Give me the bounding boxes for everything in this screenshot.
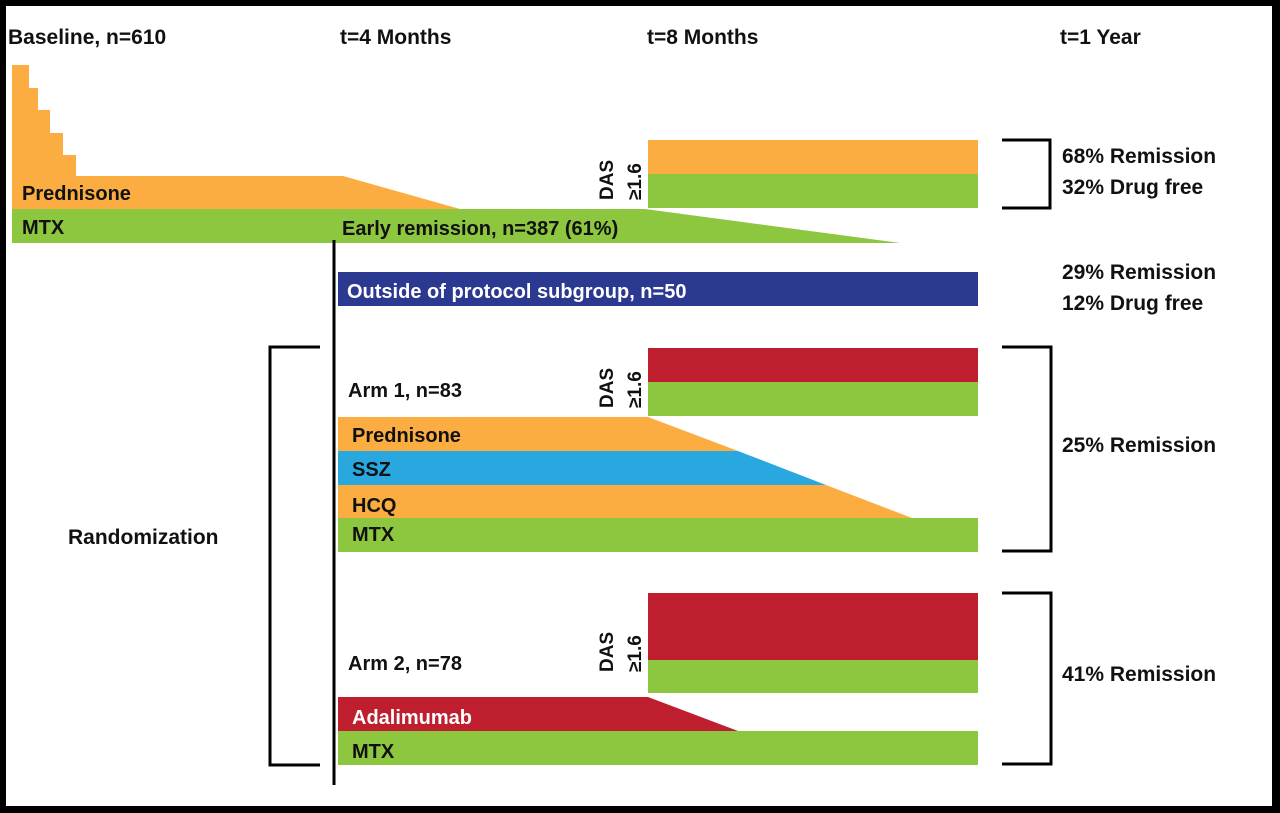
induction-prednisone-label: Prednisone [22, 183, 131, 205]
induction-mtx-label: MTX [22, 217, 65, 239]
randomization-bracket [268, 345, 320, 767]
early-remission-outcome-drug-free: 32% Drug free [1062, 176, 1203, 199]
arm1-das-label: DAS [597, 368, 618, 408]
outside-protocol-label: Outside of protocol subgroup, n=50 [347, 281, 686, 303]
outside-protocol-outcome-drug-free: 12% Drug free [1062, 292, 1203, 315]
arm2-adalimumab-bar [338, 697, 738, 731]
early-remission-outcome-remission: 68% Remission [1062, 145, 1216, 168]
arm2-drug-adalimumab: Adalimumab [352, 707, 472, 729]
arm2-das-threshold: ≥1.6 [625, 635, 646, 672]
arm1-mtx-bar [338, 518, 978, 552]
arm1-das-mtx-block [648, 382, 978, 416]
early-remission-das-threshold: ≥1.6 [625, 163, 646, 200]
timepoint-8-months: t=8 Months [647, 26, 758, 49]
outside-protocol-bar [338, 272, 978, 306]
early-remission-bar [335, 209, 900, 243]
arm1-das-adalimumab-block [648, 348, 978, 382]
randomization-label: Randomization [68, 526, 219, 549]
early-remission-das-label: DAS [597, 160, 618, 200]
arm1-bracket [1002, 345, 1053, 553]
arm1-label: Arm 1, n=83 [348, 380, 462, 402]
arm1-drug-ssz: SSZ [352, 459, 391, 481]
timepoint-4-months: t=4 Months [340, 26, 451, 49]
early-remission-label: Early remission, n=387 (61%) [342, 218, 618, 240]
arm2-mtx-bar [338, 731, 978, 765]
induction-prednisone-bar [12, 65, 460, 209]
arm2-das-adalimumab-block [648, 593, 978, 660]
arm2-bracket [1002, 591, 1053, 766]
arm1-hcq-bar [338, 485, 912, 518]
arm2-drug-mtx: MTX [352, 741, 395, 763]
early-remission-das-mtx-block [648, 174, 978, 208]
arm1-drug-prednisone: Prednisone [352, 425, 461, 447]
timepoint-baseline: Baseline, n=610 [8, 26, 166, 49]
outside-protocol-outcome-remission: 29% Remission [1062, 261, 1216, 284]
arm1-das-threshold: ≥1.6 [625, 371, 646, 408]
timepoint-1-year: t=1 Year [1060, 26, 1141, 49]
diagram-frame [6, 6, 1272, 806]
arm2-label: Arm 2, n=78 [348, 653, 462, 675]
arm1-ssz-bar [338, 451, 826, 485]
arm1-prednisone-bar [338, 417, 738, 451]
arm2-das-mtx-block [648, 660, 978, 693]
arm2-das-label: DAS [597, 632, 618, 672]
arm1-drug-hcq: HCQ [352, 495, 396, 517]
arm2-outcome-remission: 41% Remission [1062, 663, 1216, 686]
arm1-drug-mtx: MTX [352, 524, 395, 546]
early-remission-bracket [1002, 138, 1052, 210]
induction-mtx-bar [12, 209, 342, 243]
arm1-outcome-remission: 25% Remission [1062, 434, 1216, 457]
early-remission-das-prednisone-block [648, 140, 978, 174]
